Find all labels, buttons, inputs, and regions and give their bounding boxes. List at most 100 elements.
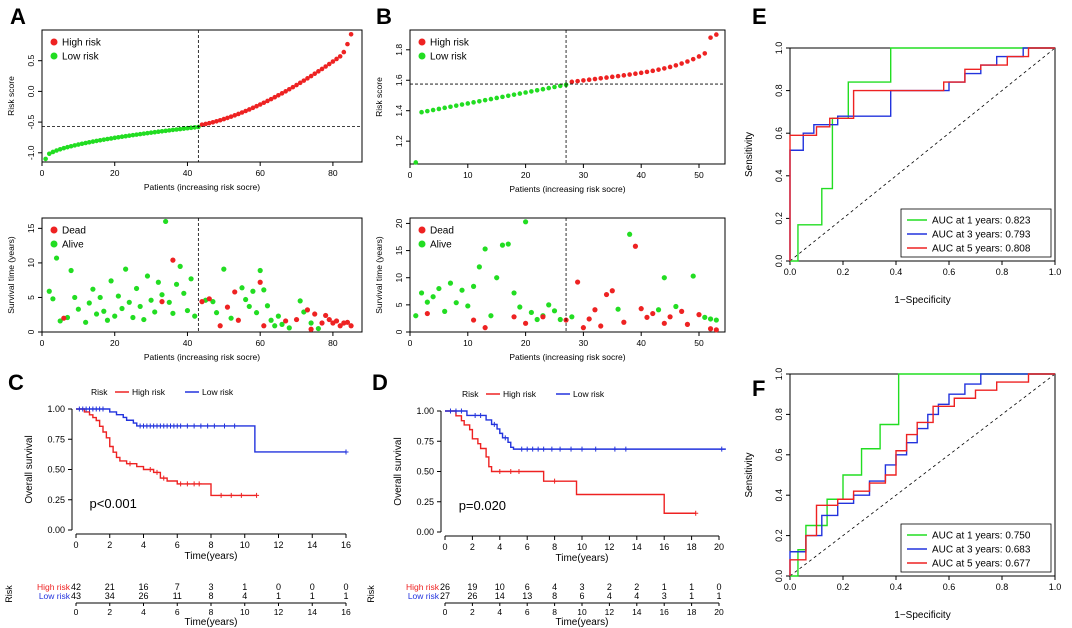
low-risk-point bbox=[108, 136, 114, 141]
dead-point bbox=[644, 314, 650, 320]
high-risk-point bbox=[334, 56, 339, 62]
risk-table-cell: 1 bbox=[662, 582, 667, 592]
low-risk-point bbox=[181, 126, 187, 131]
censor-mark bbox=[191, 423, 197, 429]
high-risk-point bbox=[650, 68, 656, 74]
x-tick-label: 4 bbox=[497, 542, 502, 552]
censor-mark bbox=[198, 423, 204, 429]
high-risk-point bbox=[206, 120, 212, 126]
low-risk-point bbox=[552, 84, 557, 90]
dead-point bbox=[632, 243, 639, 249]
dead-point bbox=[224, 304, 231, 310]
low-risk-point bbox=[94, 138, 99, 144]
high-risk-point bbox=[301, 78, 307, 83]
x-tick-label: 4 bbox=[141, 540, 146, 550]
x-tick-label: 20 bbox=[110, 338, 120, 348]
dead-point bbox=[707, 326, 714, 332]
risk-table-tick-label: 16 bbox=[341, 607, 351, 617]
low-risk-point bbox=[465, 101, 471, 106]
censor-mark bbox=[447, 408, 453, 414]
risk-table-cell: 7 bbox=[175, 582, 180, 592]
censor-mark bbox=[232, 423, 238, 429]
alive-point bbox=[286, 325, 292, 331]
low-risk-point bbox=[152, 129, 158, 135]
risk-table-cell: 43 bbox=[71, 591, 81, 601]
high-risk-point bbox=[604, 75, 609, 80]
alive-point bbox=[155, 279, 161, 285]
plot-frame bbox=[409, 29, 726, 165]
alive-point bbox=[144, 273, 151, 279]
high-risk-point bbox=[633, 71, 638, 77]
risk-table-cell: 4 bbox=[607, 591, 612, 601]
low-risk-point bbox=[90, 139, 96, 144]
alive-point bbox=[713, 317, 719, 323]
alive-point bbox=[453, 300, 459, 306]
low-risk-point bbox=[534, 88, 540, 93]
x-tick-label: 0.4 bbox=[890, 267, 903, 277]
censor-mark bbox=[535, 446, 541, 452]
low-risk-point bbox=[145, 130, 150, 136]
alive-point bbox=[528, 309, 534, 316]
x-tick-label: 40 bbox=[183, 338, 193, 348]
dead-point bbox=[293, 316, 300, 323]
alive-point bbox=[90, 286, 96, 292]
high-risk-point bbox=[265, 98, 270, 104]
x-tick-label: 8 bbox=[208, 540, 213, 550]
alive-point bbox=[93, 311, 100, 317]
x-tick-label: 16 bbox=[659, 542, 669, 552]
alive-point bbox=[239, 285, 245, 291]
x-tick-label: 0.4 bbox=[890, 582, 903, 592]
risk-table-row-label: High risk bbox=[406, 582, 440, 592]
dead-point bbox=[713, 327, 719, 333]
low-risk-curve bbox=[445, 410, 726, 450]
alive-point bbox=[126, 299, 132, 305]
censor-mark bbox=[719, 446, 725, 452]
low-risk-point bbox=[459, 102, 465, 107]
y-tick-label: 1.8 bbox=[394, 44, 404, 56]
x-tick-label: 14 bbox=[307, 540, 317, 550]
y-tick-label: 0.2 bbox=[774, 212, 784, 225]
low-risk-point bbox=[57, 146, 63, 152]
alive-point bbox=[148, 297, 154, 303]
alive-point bbox=[447, 280, 454, 286]
x-tick-label: 0 bbox=[408, 338, 413, 348]
x-tick-label: 0.0 bbox=[784, 582, 797, 592]
high-risk-point bbox=[283, 89, 288, 94]
risk-table-tick-label: 4 bbox=[497, 607, 502, 617]
censor-mark bbox=[472, 412, 478, 418]
risk-table-cell: 14 bbox=[495, 591, 505, 601]
legend-marker bbox=[418, 38, 426, 46]
alive-point bbox=[115, 293, 121, 299]
risk-table-label: Risk bbox=[4, 585, 14, 603]
risk-table-cell: 1 bbox=[343, 591, 348, 601]
x-tick-label: 0.6 bbox=[943, 267, 956, 277]
low-risk-point bbox=[46, 151, 52, 157]
censor-mark bbox=[100, 406, 106, 412]
roc-curve bbox=[789, 47, 1055, 261]
high-risk-point bbox=[228, 114, 234, 119]
diagonal-reference-line bbox=[789, 47, 1056, 262]
risk-table-x-label: Time(years) bbox=[185, 617, 238, 628]
alive-point bbox=[163, 218, 169, 225]
risk-table-tick-label: 18 bbox=[687, 607, 697, 617]
dead-point bbox=[170, 257, 176, 263]
risk-table-tick-label: 12 bbox=[274, 607, 284, 617]
alive-point bbox=[707, 316, 714, 322]
high-risk-point bbox=[621, 73, 627, 78]
risk-table-cell: 0 bbox=[310, 582, 315, 592]
censor-mark bbox=[557, 446, 563, 452]
y-tick-label: 15 bbox=[394, 246, 404, 256]
dead-point bbox=[348, 323, 354, 329]
risk-table-tick-label: 6 bbox=[175, 607, 180, 617]
y-tick-label: 1.0 bbox=[774, 368, 784, 381]
high-risk-point bbox=[337, 54, 343, 59]
roc-curve bbox=[790, 47, 1055, 262]
y-axis-label: Overall survival bbox=[393, 437, 404, 505]
roc-curve bbox=[790, 373, 1055, 577]
x-tick-label: 0 bbox=[408, 170, 413, 180]
risk-table-tick-label: 0 bbox=[74, 607, 79, 617]
risk-table-cell: 2 bbox=[607, 582, 612, 592]
alive-point bbox=[130, 314, 136, 321]
high-risk-point bbox=[341, 49, 347, 55]
